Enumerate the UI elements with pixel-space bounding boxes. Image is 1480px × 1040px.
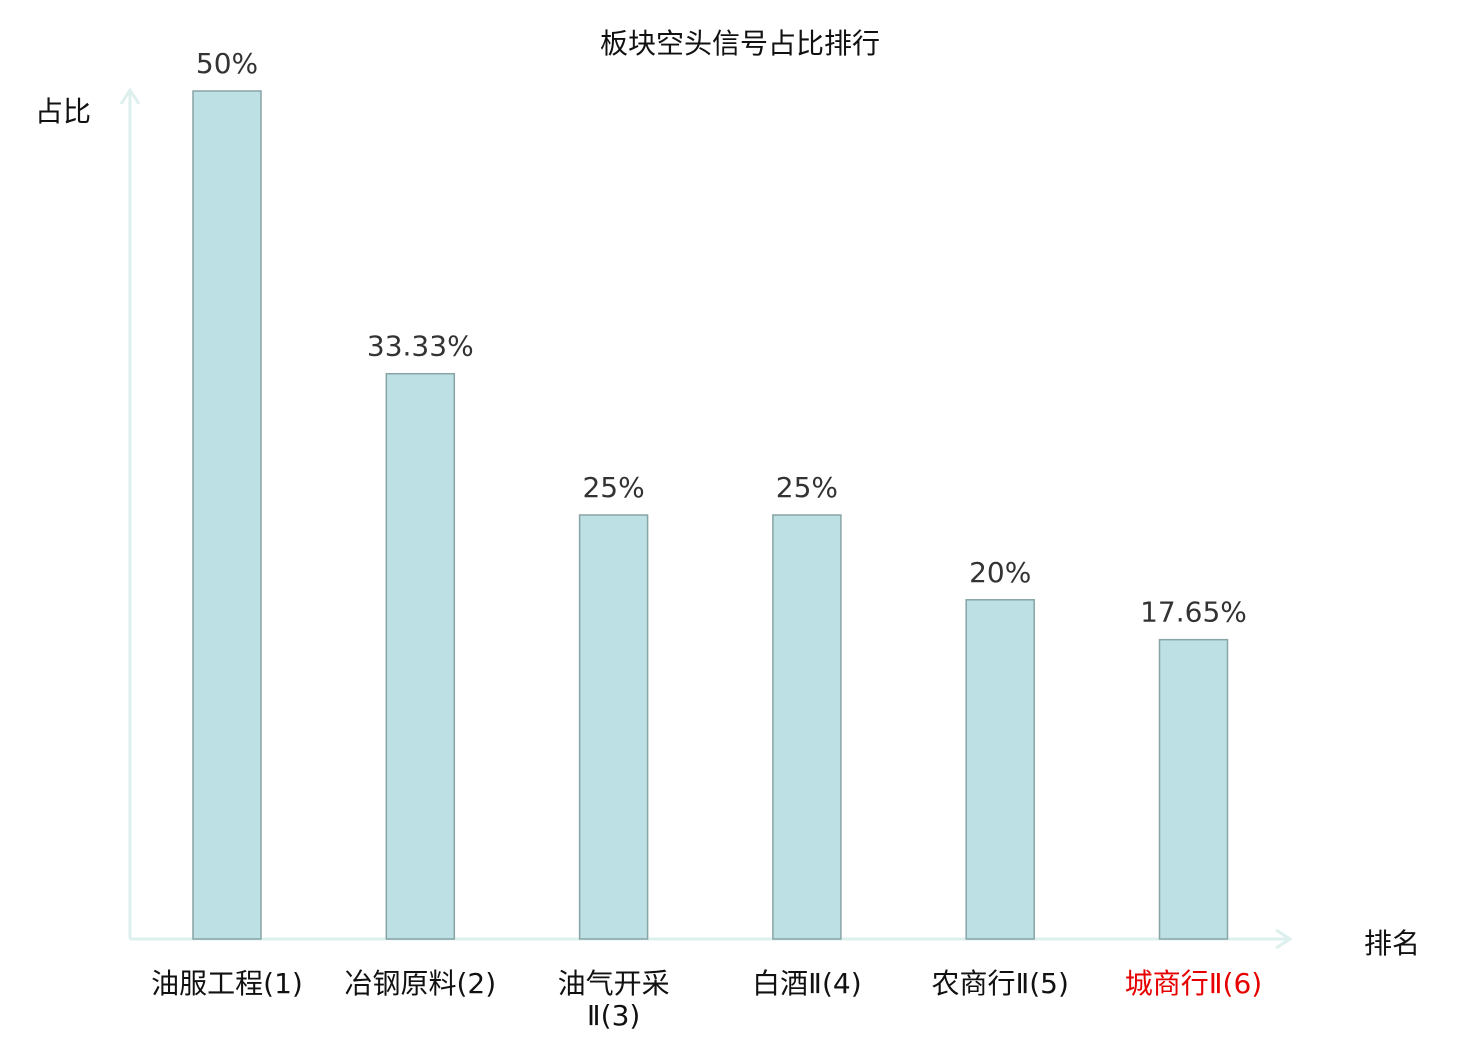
x-axis-label: 排名	[1364, 927, 1420, 960]
data-label: 25%	[582, 471, 644, 504]
chart-title: 板块空头信号占比排行	[600, 27, 880, 60]
x-tick-label: Ⅱ(3)	[587, 999, 640, 1032]
x-tick-label: 白酒Ⅱ(4)	[752, 967, 861, 1000]
x-tick-label: 农商行Ⅱ(5)	[931, 967, 1068, 1000]
bar	[965, 599, 1035, 940]
x-axis-arrow	[1275, 928, 1293, 950]
data-label: 17.65%	[1140, 596, 1247, 629]
x-tick-label: 城商行Ⅱ(6)	[1125, 967, 1262, 1000]
bar	[578, 514, 649, 940]
data-label: 25%	[776, 471, 838, 504]
x-tick-label: 冶钢原料(2)	[344, 967, 496, 1000]
data-label: 33.33%	[367, 330, 474, 363]
x-tick-label: 油气开采	[558, 967, 670, 1000]
data-label: 20%	[969, 556, 1031, 589]
data-label: 50%	[196, 47, 258, 80]
bar	[1158, 638, 1229, 940]
bar	[772, 514, 842, 940]
bar	[192, 90, 262, 940]
bar	[385, 372, 456, 940]
y-axis-label: 占比	[35, 95, 91, 128]
y-axis-arrow	[119, 87, 141, 105]
axes	[119, 87, 1293, 950]
x-tick-label: 油服工程(1)	[151, 967, 303, 1000]
